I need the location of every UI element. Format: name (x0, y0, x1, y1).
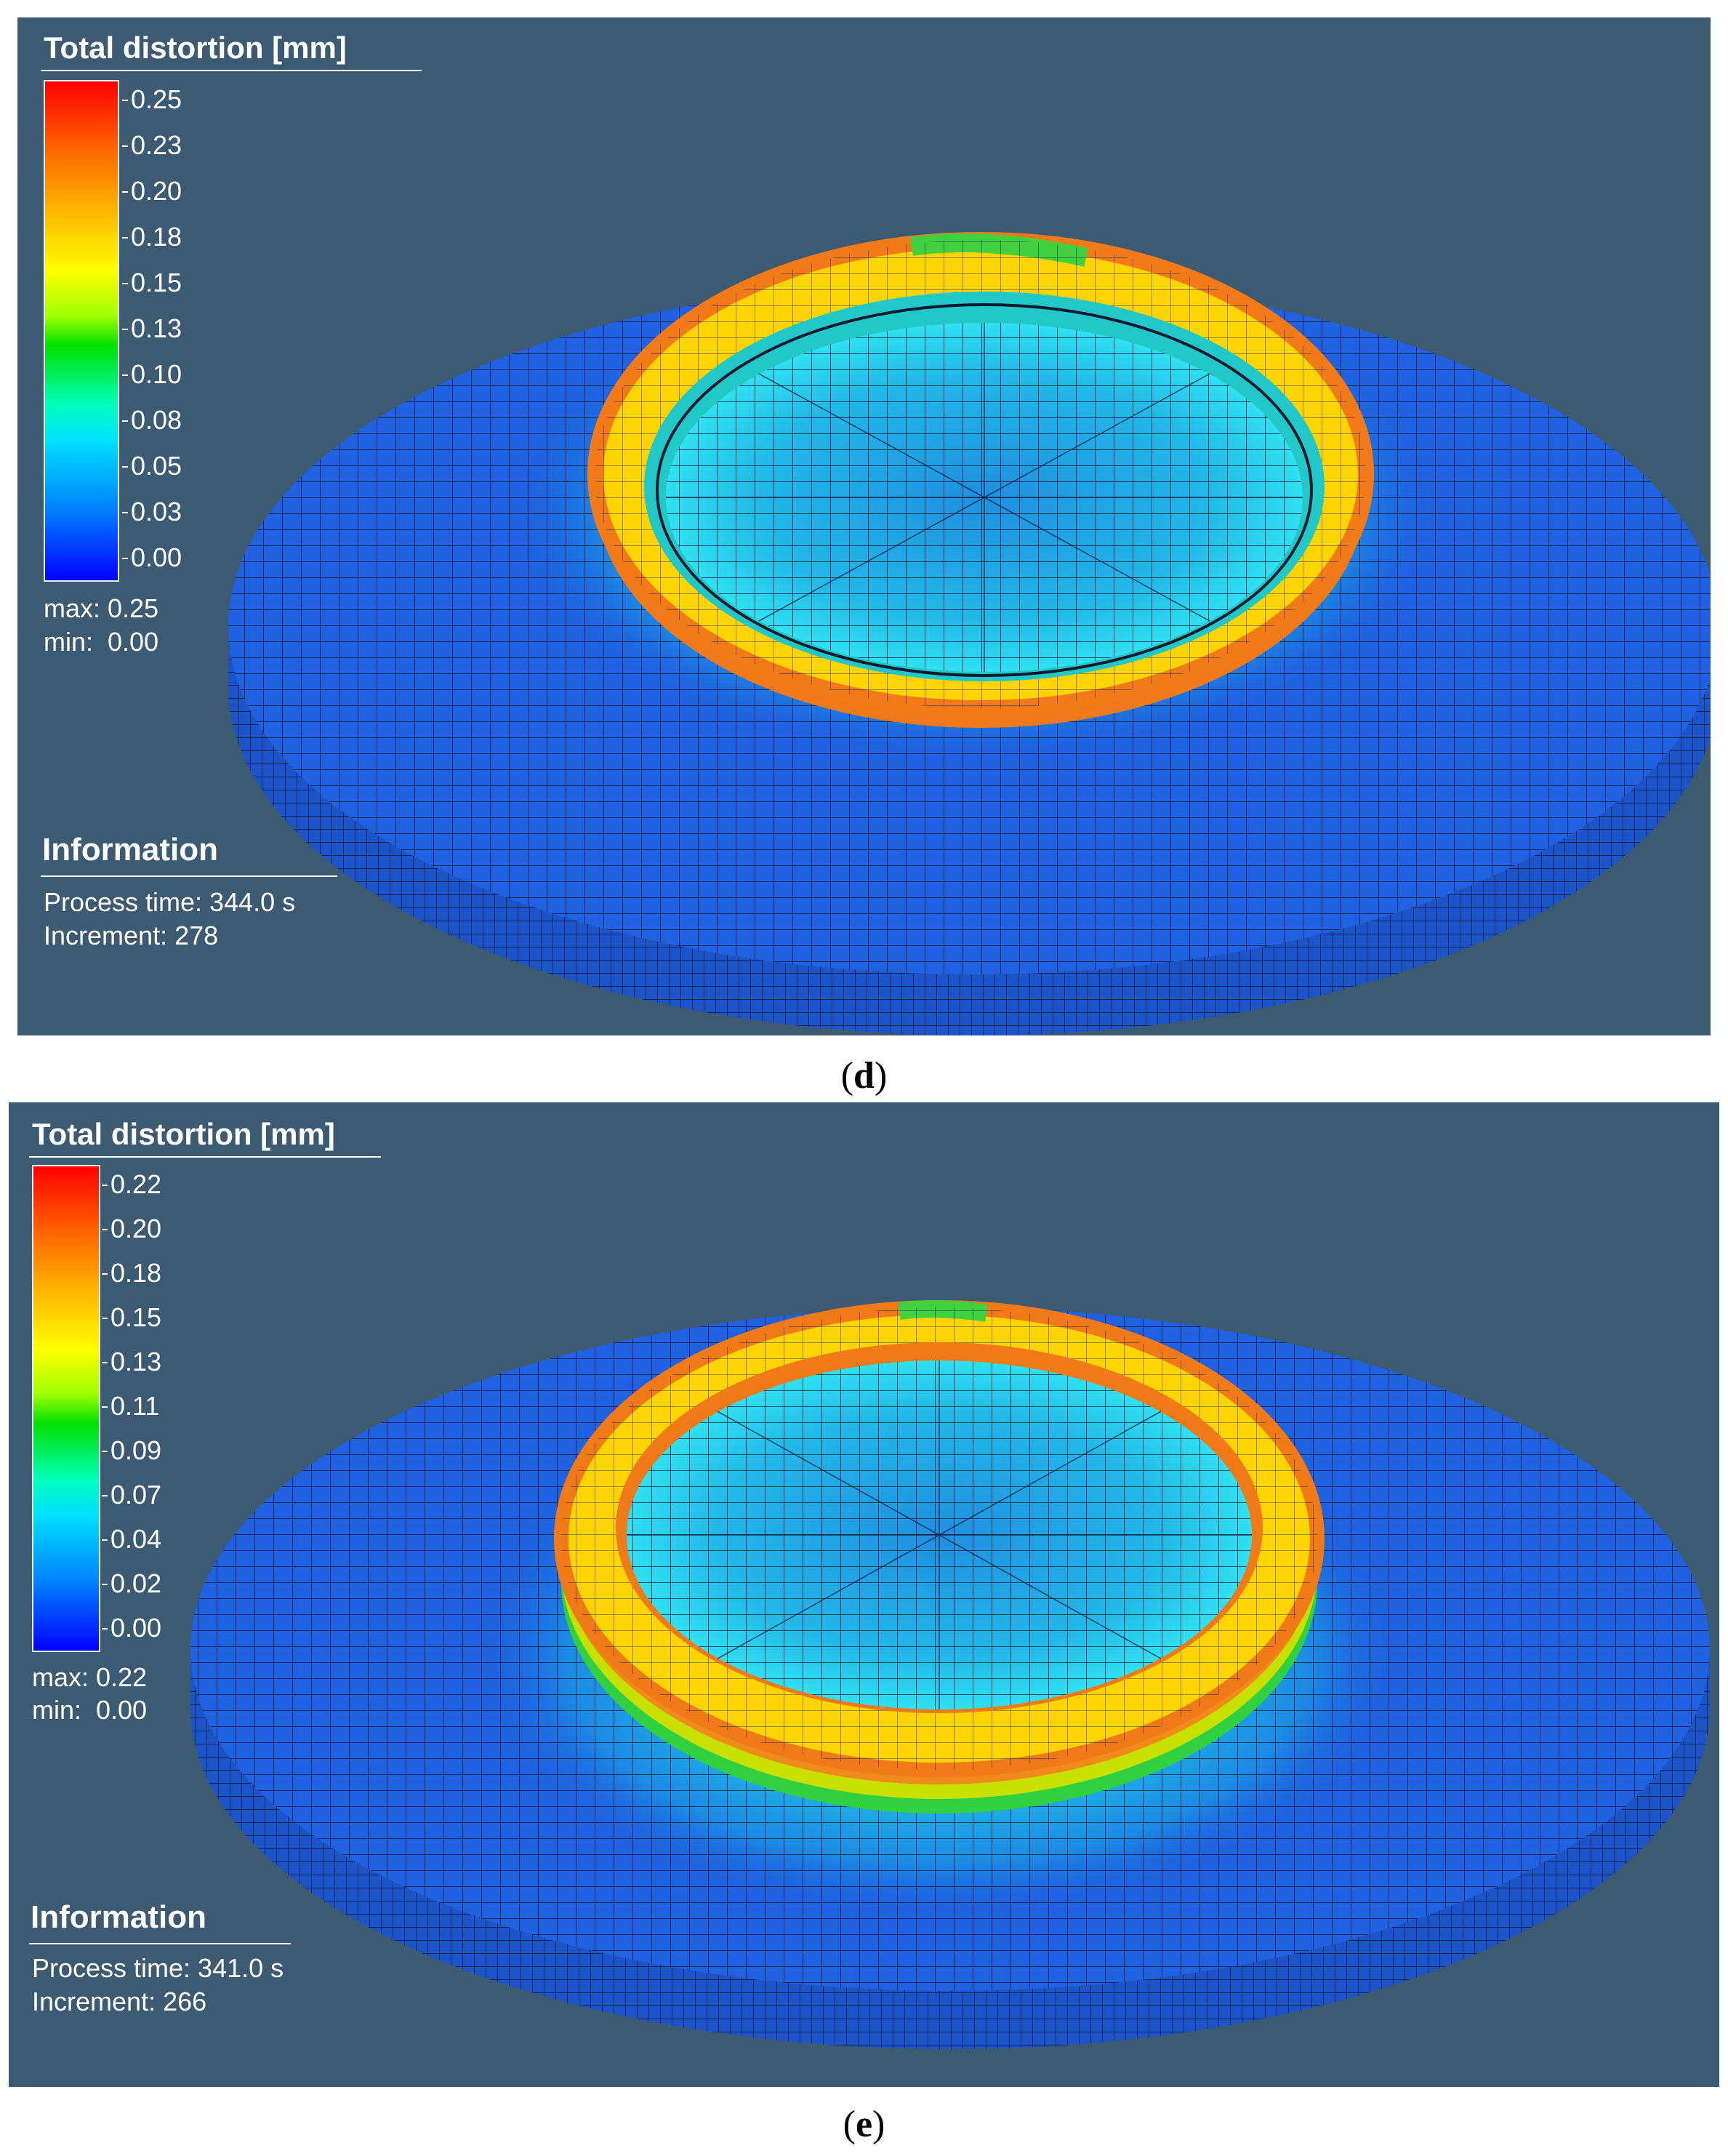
process-time: Process time: 344.0 s (44, 887, 296, 917)
caption-e: (e) (843, 2104, 885, 2145)
caption-letter: e (855, 2104, 873, 2145)
distortion-plot-d (228, 232, 1711, 1035)
tick-label: 0.23 (121, 130, 182, 160)
increment: Increment: 266 (32, 1987, 207, 2016)
min-value: min: 0.00 (44, 627, 159, 657)
tick-label: 0.20 (101, 1214, 162, 1243)
panel-d: Total distortion [mm] 0.25 0.23 0.20 0.1… (17, 17, 1711, 1035)
legend-title: Total distortion [mm] (32, 1117, 335, 1151)
tick-label: 0.15 (121, 268, 182, 297)
information-title: Information (31, 1899, 206, 1935)
caption-letter: d (853, 1055, 875, 1097)
tick-label: 0.00 (121, 542, 182, 572)
tick-label: 0.00 (101, 1613, 162, 1643)
max-value: max: 0.25 (44, 593, 159, 623)
information-title: Information (42, 832, 218, 867)
tick-label: 0.22 (101, 1169, 162, 1199)
legend-title-underline (29, 1156, 381, 1158)
tick-label: 0.10 (121, 359, 182, 389)
information-underline (29, 1943, 291, 1944)
tick-label: 0.18 (101, 1258, 162, 1288)
information-underline (41, 875, 337, 877)
tick-label: 0.04 (101, 1524, 162, 1554)
max-value: max: 0.22 (32, 1662, 148, 1692)
min-value: min: 0.00 (32, 1695, 148, 1725)
tick-label: 0.11 (101, 1391, 160, 1421)
color-scale-bar (44, 80, 119, 582)
distortion-plot-e (190, 1300, 1710, 2049)
tick-label: 0.20 (121, 176, 182, 206)
tick-label: 0.07 (101, 1480, 162, 1510)
tick-label: 0.15 (101, 1302, 162, 1332)
tick-label: 0.09 (101, 1435, 162, 1465)
legend-title-underline (41, 70, 422, 71)
tick-label: 0.05 (121, 451, 182, 481)
panel-e: Total distortion [mm] 0.22 0.20 0.18 0.1… (9, 1102, 1719, 2087)
increment: Increment: 278 (44, 921, 219, 950)
color-scale-bar (32, 1165, 100, 1652)
caption-d: (d) (840, 1055, 888, 1097)
legend-title: Total distortion [mm] (44, 31, 347, 65)
tick-label: 0.02 (101, 1568, 162, 1598)
tick-label: 0.25 (121, 84, 182, 114)
tick-label: 0.13 (101, 1347, 162, 1376)
tick-label: 0.08 (121, 405, 182, 435)
tick-label: 0.13 (121, 313, 182, 343)
process-time: Process time: 341.0 s (32, 1953, 284, 1983)
tick-label: 0.03 (121, 497, 182, 526)
tick-label: 0.18 (121, 222, 182, 252)
